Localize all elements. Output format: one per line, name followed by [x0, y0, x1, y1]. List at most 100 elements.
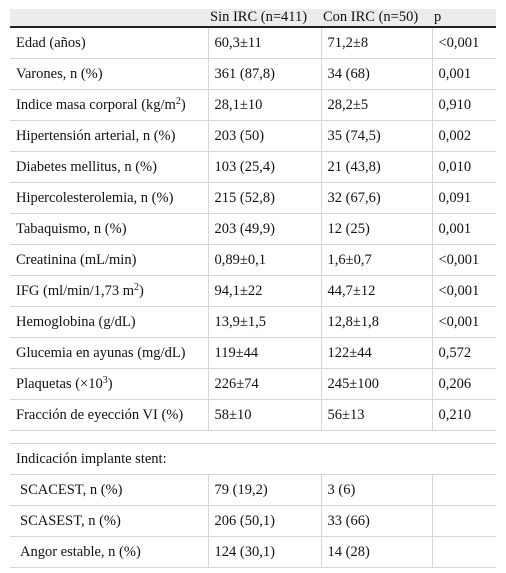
row-label: Varones, n (%)	[10, 58, 208, 90]
cell-sin-irc: 13,9±1,5	[207, 306, 321, 338]
table-row: Edad (años) 60,3±11 71,2±8 <0,001	[10, 27, 496, 59]
table-row: Diabetes mellitus, n (%) 103 (25,4) 21 (43…	[10, 151, 496, 183]
row-label: Diabetes mellitus, n (%)	[10, 151, 208, 183]
cell-con-irc: 3 (6)	[320, 474, 432, 506]
header-sin-irc: Sin IRC (n=411)	[208, 9, 321, 28]
table-body: Edad (años) 60,3±11 71,2±8 <0,001 Varones, n…	[10, 27, 496, 568]
row-label-superscript: 2	[134, 281, 140, 293]
cell-sin-irc: 124 (30,1)	[207, 536, 321, 568]
section-header-row: Indicación implante stent:	[10, 443, 496, 475]
table-row: Glucemia en ayunas (mg/dL) 119±44 122±44 0,…	[10, 337, 496, 369]
row-label-text: Hipercolesterolemia, n (%)	[16, 189, 174, 206]
spacer-cell	[10, 430, 496, 444]
cell-con-irc: 35 (74,5)	[320, 120, 432, 152]
section-title: Indicación implante stent:	[10, 443, 496, 475]
row-label-text: Varones, n (%)	[16, 65, 103, 82]
cell-p-value: 0,206	[431, 368, 496, 400]
spacer-row	[10, 430, 496, 444]
cell-con-irc: 122±44	[320, 337, 432, 369]
table-row: Creatinina (mL/min) 0,89±0,1 1,6±0,7 <0,001	[10, 244, 496, 276]
cell-p-value	[431, 474, 496, 506]
table-row: Hipertensión arterial, n (%) 203 (50) 35 (…	[10, 120, 496, 152]
table-row: Hipercolesterolemia, n (%) 215 (52,8) 32 (…	[10, 182, 496, 214]
cell-con-irc: 56±13	[320, 399, 432, 431]
row-label: Creatinina (mL/min)	[10, 244, 208, 276]
cell-con-irc: 32 (67,6)	[320, 182, 432, 214]
row-label: Hipercolesterolemia, n (%)	[10, 182, 208, 214]
cell-sin-irc: 119±44	[207, 337, 321, 369]
cell-p-value: 0,002	[431, 120, 496, 152]
table-row: Tabaquismo, n (%) 203 (49,9) 12 (25) 0,001	[10, 213, 496, 245]
cell-sin-irc: 0,89±0,1	[207, 244, 321, 276]
cell-con-irc: 1,6±0,7	[320, 244, 432, 276]
row-label-suffix: )	[139, 282, 144, 299]
row-label-text: Tabaquismo, n (%)	[16, 220, 127, 237]
cell-p-value: 0,210	[431, 399, 496, 431]
cell-sin-irc: 94,1±22	[207, 275, 321, 307]
row-label: SCASEST, n (%)	[10, 505, 208, 537]
cell-sin-irc: 203 (50)	[207, 120, 321, 152]
row-label: Plaquetas (×103)	[10, 368, 208, 400]
row-label: Indice masa corporal (kg/m2)	[10, 89, 208, 121]
table-row: SCASEST, n (%) 206 (50,1) 33 (66)	[10, 505, 496, 537]
row-label-text: Edad (años)	[16, 34, 86, 51]
row-label-text: SCASEST, n (%)	[20, 512, 121, 529]
cell-sin-irc: 206 (50,1)	[207, 505, 321, 537]
cell-sin-irc: 215 (52,8)	[207, 182, 321, 214]
cell-con-irc: 14 (28)	[320, 536, 432, 568]
header-con-irc: Con IRC (n=50)	[321, 9, 432, 28]
row-label-text: IFG (ml/min/1,73 m	[16, 282, 135, 299]
row-label: SCACEST, n (%)	[10, 474, 208, 506]
table-header: Sin IRC (n=411) Con IRC (n=50) p	[10, 9, 496, 28]
cell-p-value: 0,091	[431, 182, 496, 214]
table-row: Angor estable, n (%) 124 (30,1) 14 (28)	[10, 536, 496, 568]
row-label-text: Hipertensión arterial, n (%)	[16, 127, 176, 144]
table-row: IFG (ml/min/1,73 m2) 94,1±22 44,7±12 <0,001	[10, 275, 496, 307]
cell-con-irc: 33 (66)	[320, 505, 432, 537]
table-row: Varones, n (%) 361 (87,8) 34 (68) 0,001	[10, 58, 496, 90]
row-label: Edad (años)	[10, 27, 208, 59]
cell-p-value: 0,572	[431, 337, 496, 369]
cell-p-value: <0,001	[431, 275, 496, 307]
row-label-text: Hemoglobina (g/dL)	[16, 313, 136, 330]
table-row: Plaquetas (×103) 226±74 245±100 0,206	[10, 368, 496, 400]
row-label-text: Fracción de eyección VI (%)	[16, 406, 184, 423]
row-label-text: Indice masa corporal (kg/m	[16, 96, 176, 113]
cell-p-value: 0,010	[431, 151, 496, 183]
cell-con-irc: 245±100	[320, 368, 432, 400]
row-label: Hipertensión arterial, n (%)	[10, 120, 208, 152]
cell-sin-irc: 28,1±10	[207, 89, 321, 121]
row-label-text: Plaquetas (×10	[16, 375, 103, 392]
cell-p-value: <0,001	[431, 306, 496, 338]
header-variable	[10, 9, 208, 28]
row-label-superscript: 3	[102, 374, 108, 386]
row-label-text: Glucemia en ayunas (mg/dL)	[16, 344, 186, 361]
cell-con-irc: 21 (43,8)	[320, 151, 432, 183]
cell-p-value: <0,001	[431, 244, 496, 276]
cell-p-value: <0,001	[431, 27, 496, 59]
row-label: IFG (ml/min/1,73 m2)	[10, 275, 208, 307]
cell-con-irc: 12,8±1,8	[320, 306, 432, 338]
row-label-text: Creatinina (mL/min)	[16, 251, 137, 268]
table-row: SCACEST, n (%) 79 (19,2) 3 (6)	[10, 474, 496, 506]
row-label: Hemoglobina (g/dL)	[10, 306, 208, 338]
cell-sin-irc: 103 (25,4)	[207, 151, 321, 183]
cell-sin-irc: 79 (19,2)	[207, 474, 321, 506]
baseline-characteristics-table: Sin IRC (n=411) Con IRC (n=50) p Edad (a…	[10, 9, 496, 568]
cell-p-value	[431, 505, 496, 537]
row-label: Angor estable, n (%)	[10, 536, 208, 568]
table-row: Fracción de eyección VI (%) 58±10 56±13 0,2…	[10, 399, 496, 431]
row-label: Glucemia en ayunas (mg/dL)	[10, 337, 208, 369]
cell-con-irc: 71,2±8	[320, 27, 432, 59]
row-label-suffix: )	[107, 375, 113, 392]
row-label-suffix: )	[180, 96, 186, 113]
row-label-text: Angor estable, n (%)	[20, 543, 141, 560]
cell-p-value	[431, 536, 496, 568]
cell-con-irc: 12 (25)	[320, 213, 432, 245]
cell-sin-irc: 58±10	[207, 399, 321, 431]
row-label-text: Diabetes mellitus, n (%)	[16, 158, 157, 175]
cell-con-irc: 34 (68)	[320, 58, 432, 90]
header-p-value: p	[432, 9, 496, 28]
table-row: Hemoglobina (g/dL) 13,9±1,5 12,8±1,8 <0,001	[10, 306, 496, 338]
row-label: Fracción de eyección VI (%)	[10, 399, 208, 431]
